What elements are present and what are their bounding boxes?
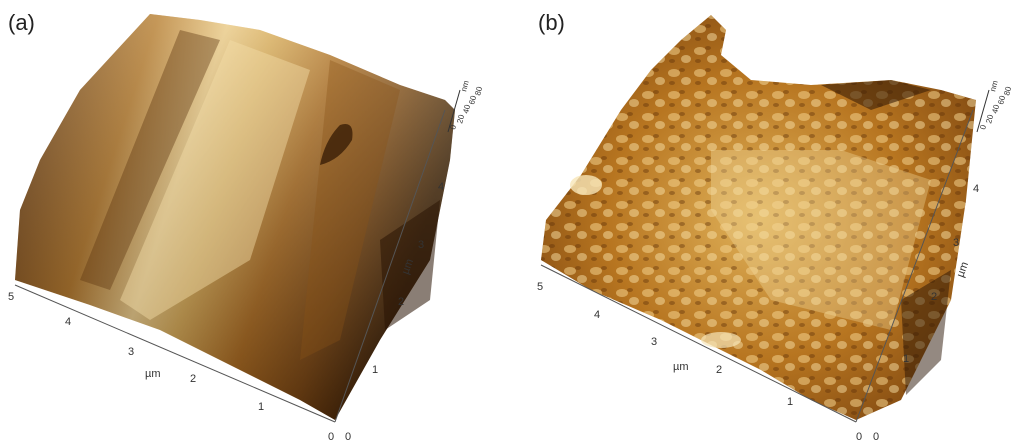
x-tick: 3 (128, 346, 134, 358)
panel-label-b: (b) (538, 10, 565, 35)
y-tick: 1 (903, 353, 909, 365)
x-tick: 5 (8, 291, 14, 303)
x-tick: 3 (651, 336, 657, 348)
y-tick: 0 (345, 431, 351, 443)
z-tick: 80 (473, 85, 484, 96)
x-tick: 1 (258, 401, 264, 413)
afm-panel-b: (b) 0 1 2 3 (511, 0, 1022, 447)
z-tick: 40 (990, 103, 1001, 114)
afm-panel-a: (a) (8, 10, 484, 443)
z-tick: 80 (1002, 85, 1013, 96)
x-axis-unit: µm (673, 361, 689, 373)
z-tick: 40 (461, 103, 472, 114)
y-tick: 0 (873, 431, 879, 443)
z-axis-unit: nm (988, 79, 1000, 92)
afm-3d-surface-a: 0 1 2 3 4 5 µm 0 1 2 3 4 µm 0 20 40 60 8… (8, 14, 484, 443)
afm-3d-surface-b: 0 1 2 3 4 5 µm 0 1 2 3 4 µm 0 20 40 60 8… (537, 15, 1013, 443)
z-axis-unit: nm (459, 79, 471, 92)
z-tick: 0 (978, 123, 988, 130)
x-tick: 4 (65, 316, 71, 328)
y-axis-unit: µm (400, 257, 417, 276)
y-axis-unit: µm (955, 260, 972, 279)
z-tick: 20 (984, 113, 995, 124)
x-tick: 2 (190, 373, 196, 385)
z-tick: 20 (455, 113, 466, 124)
y-tick: 4 (973, 183, 979, 195)
y-tick: 3 (953, 237, 959, 249)
x-tick: 0 (328, 431, 334, 443)
x-tick: 1 (787, 396, 793, 408)
x-tick: 2 (716, 364, 722, 376)
y-tick: 2 (931, 291, 937, 303)
y-tick: 1 (372, 364, 378, 376)
z-tick: 60 (996, 94, 1007, 105)
y-tick: 2 (398, 296, 404, 308)
x-tick: 0 (856, 431, 862, 443)
y-tick: 3 (418, 239, 424, 251)
x-axis-unit: µm (145, 368, 161, 380)
panel-label-a: (a) (8, 10, 35, 35)
x-tick: 5 (537, 281, 543, 293)
x-tick: 4 (594, 309, 600, 321)
z-tick: 0 (448, 123, 458, 130)
z-tick: 60 (467, 94, 478, 105)
y-tick: 4 (438, 181, 444, 193)
